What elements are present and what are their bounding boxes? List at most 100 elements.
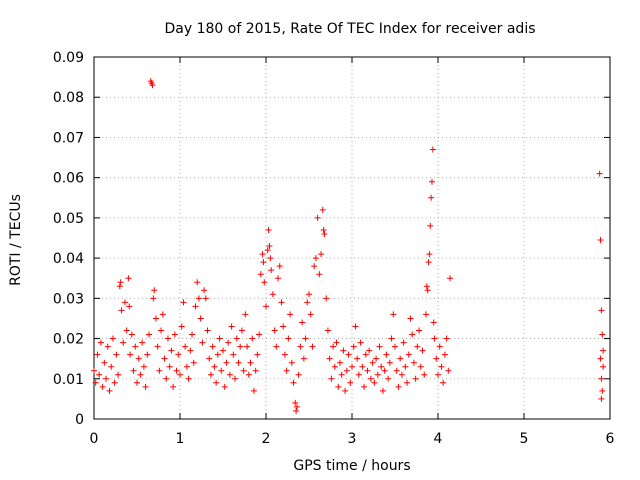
data-point bbox=[168, 347, 175, 354]
data-point bbox=[318, 251, 325, 258]
data-point bbox=[117, 279, 124, 286]
data-point bbox=[197, 315, 204, 322]
y-axis-label: ROTI / TECUs bbox=[8, 194, 24, 286]
data-point bbox=[293, 407, 300, 414]
data-point bbox=[404, 379, 411, 386]
data-point bbox=[362, 351, 369, 358]
data-point bbox=[150, 295, 157, 302]
data-point bbox=[321, 230, 328, 237]
data-point bbox=[328, 375, 335, 382]
data-point bbox=[187, 347, 194, 354]
data-point bbox=[343, 367, 350, 374]
data-point bbox=[240, 367, 247, 374]
data-point bbox=[190, 359, 197, 366]
data-point bbox=[373, 355, 380, 362]
data-point bbox=[398, 371, 405, 378]
chart-title: Day 180 of 2015, Rate Of TEC Index for r… bbox=[164, 21, 535, 37]
data-point bbox=[233, 335, 240, 342]
data-point bbox=[264, 247, 271, 254]
data-point bbox=[283, 367, 290, 374]
data-point bbox=[158, 327, 165, 334]
data-point bbox=[92, 379, 99, 386]
data-point bbox=[202, 295, 209, 302]
data-point bbox=[597, 237, 604, 244]
data-point bbox=[91, 367, 97, 374]
data-point bbox=[598, 395, 605, 402]
data-point bbox=[354, 355, 361, 362]
data-point bbox=[412, 375, 419, 382]
data-point bbox=[419, 347, 426, 354]
x-axis-label: GPS time / hours bbox=[293, 458, 410, 474]
data-point bbox=[390, 311, 397, 318]
data-point bbox=[599, 331, 606, 338]
data-point bbox=[376, 343, 383, 350]
data-point bbox=[285, 335, 292, 342]
data-point bbox=[120, 339, 127, 346]
x-tick-label: 5 bbox=[520, 431, 529, 447]
y-tick-label: 0.05 bbox=[53, 211, 84, 227]
data-points bbox=[91, 78, 607, 414]
data-point bbox=[159, 311, 166, 318]
data-point bbox=[299, 319, 306, 326]
data-point bbox=[427, 222, 434, 229]
y-tick-label: 0.02 bbox=[53, 332, 84, 348]
data-point bbox=[238, 327, 245, 334]
data-point bbox=[170, 383, 177, 390]
data-point bbox=[426, 251, 433, 258]
data-point bbox=[126, 303, 133, 310]
data-point bbox=[266, 243, 273, 250]
x-tick-label: 6 bbox=[606, 431, 615, 447]
data-point bbox=[300, 355, 307, 362]
data-point bbox=[113, 351, 120, 358]
data-point bbox=[195, 295, 202, 302]
data-point bbox=[161, 355, 168, 362]
data-point bbox=[600, 347, 607, 354]
data-point bbox=[149, 82, 156, 89]
data-point bbox=[364, 367, 371, 374]
data-point bbox=[410, 359, 417, 366]
data-point bbox=[230, 351, 237, 358]
data-point bbox=[249, 335, 256, 342]
data-point bbox=[443, 335, 450, 342]
data-point bbox=[397, 355, 404, 362]
data-point bbox=[316, 271, 323, 278]
data-point bbox=[381, 367, 388, 374]
data-point bbox=[228, 323, 235, 330]
data-point bbox=[116, 283, 123, 290]
data-point bbox=[280, 323, 287, 330]
data-point bbox=[135, 355, 142, 362]
data-point bbox=[139, 339, 146, 346]
data-point bbox=[350, 343, 357, 350]
y-tick-label: 0.06 bbox=[53, 171, 84, 187]
data-point bbox=[429, 146, 436, 153]
data-point bbox=[214, 351, 221, 358]
data-point bbox=[290, 379, 297, 386]
data-point bbox=[244, 343, 251, 350]
data-point bbox=[324, 327, 331, 334]
data-point bbox=[257, 271, 264, 278]
data-point bbox=[435, 371, 441, 378]
data-point bbox=[94, 351, 101, 358]
data-point bbox=[180, 299, 187, 306]
data-point bbox=[103, 375, 110, 382]
data-point bbox=[309, 343, 316, 350]
data-point bbox=[424, 287, 431, 294]
data-point bbox=[199, 339, 206, 346]
y-tick-label: 0.03 bbox=[53, 291, 84, 307]
data-point bbox=[423, 283, 430, 290]
data-point bbox=[369, 359, 376, 366]
data-point bbox=[242, 311, 249, 318]
y-tick-label: 0 bbox=[75, 412, 84, 428]
data-point bbox=[385, 375, 392, 382]
data-point bbox=[211, 363, 218, 370]
data-point bbox=[207, 371, 214, 378]
data-point bbox=[178, 323, 185, 330]
data-point bbox=[355, 371, 362, 378]
data-point bbox=[225, 339, 232, 346]
data-point bbox=[440, 379, 447, 386]
data-point bbox=[304, 299, 311, 306]
data-point bbox=[175, 351, 182, 358]
data-point bbox=[281, 351, 288, 358]
data-point bbox=[347, 379, 354, 386]
data-point bbox=[163, 375, 170, 382]
